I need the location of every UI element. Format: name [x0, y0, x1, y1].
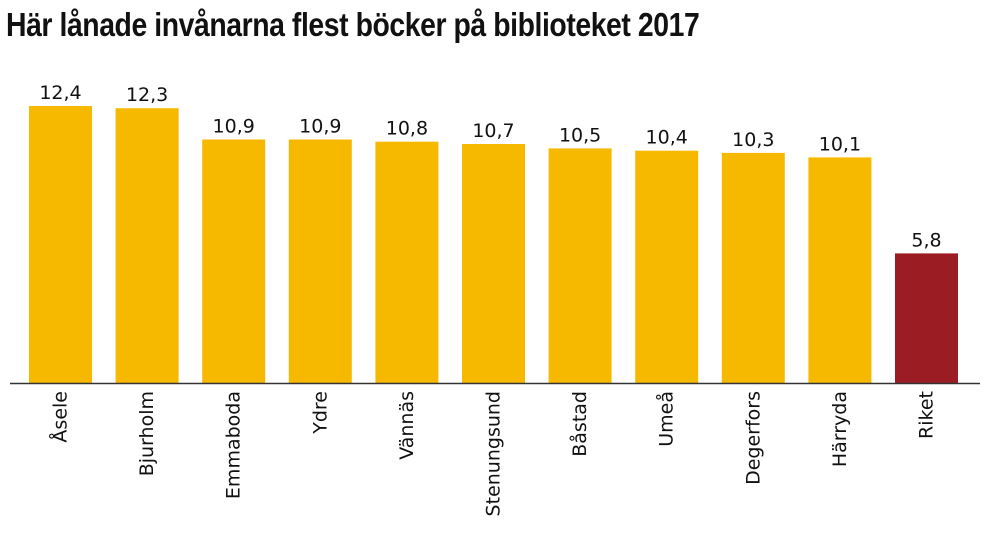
value-label: 12,4: [39, 82, 81, 104]
bar-riket: [895, 253, 958, 383]
bar-umeå: [635, 150, 699, 383]
value-label: 10,8: [386, 118, 428, 140]
category-label: Vännäs: [396, 391, 418, 460]
category-label: Båstad: [568, 391, 591, 457]
value-label: 12,3: [126, 84, 168, 106]
value-label: 10,4: [646, 127, 688, 149]
value-label: 10,7: [472, 120, 514, 142]
bar-bjurholm: [115, 108, 179, 383]
bar-degerfors: [721, 152, 785, 383]
bar-båstad: [548, 148, 612, 383]
category-label: Degerfors: [742, 391, 764, 485]
category-label: Ydre: [309, 391, 331, 435]
bar-vännäs: [375, 141, 439, 383]
bars-group: [29, 106, 958, 383]
value-label: 10,5: [559, 124, 601, 146]
bar-ydre: [288, 139, 352, 383]
value-label: 10,3: [732, 129, 774, 151]
chart-title: Här lånade invånarna flest böcker på bib…: [6, 6, 700, 43]
value-labels-group: 12,4 12,3 10,9 10,9 10,8 10,7 10,5 10,4 10,3 10,1…: [39, 82, 941, 251]
value-label: 5,8: [911, 229, 941, 251]
category-label: Stenungsund: [483, 391, 505, 516]
category-label: Härryda: [829, 391, 851, 467]
category-label: Umeå: [655, 391, 678, 447]
category-label: Bjurholm: [136, 391, 158, 476]
bar-stenungsund: [462, 144, 525, 383]
value-label: 10,1: [819, 133, 861, 155]
category-labels-group: Åsele Bjurholm Emmaboda Ydre Vännäs Stenungsu…: [49, 391, 938, 516]
category-label: Emmaboda: [223, 391, 245, 499]
category-label: Åsele: [49, 391, 72, 443]
value-label: 10,9: [299, 116, 341, 138]
bar-emmaboda: [202, 139, 266, 383]
bar-åsele: [29, 106, 92, 383]
bar-härryda: [808, 157, 872, 383]
value-label: 10,9: [213, 116, 255, 138]
category-label: Riket: [916, 391, 938, 439]
